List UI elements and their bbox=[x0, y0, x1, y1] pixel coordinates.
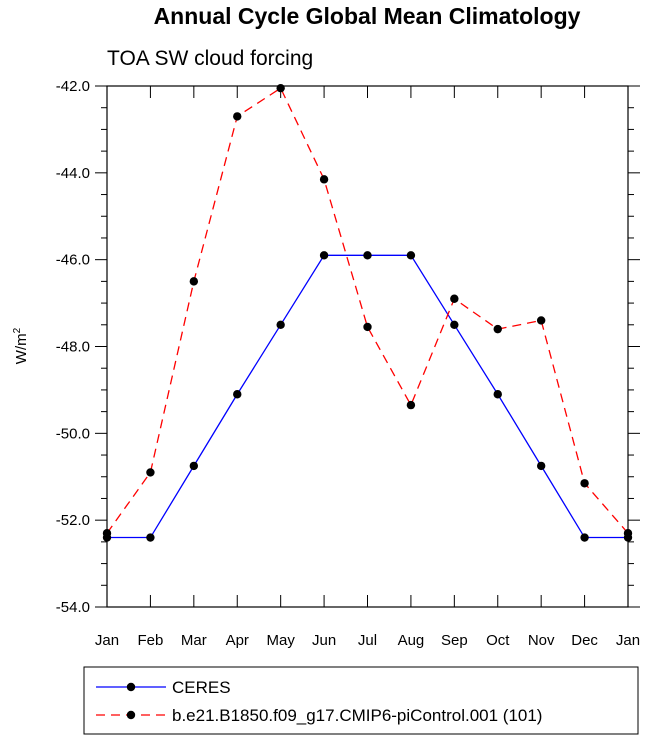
data-point bbox=[450, 320, 459, 329]
data-point bbox=[233, 390, 242, 399]
legend-marker bbox=[126, 682, 136, 692]
data-point bbox=[580, 479, 589, 488]
y-tick-label: -52.0 bbox=[56, 512, 90, 529]
y-tick-label: -48.0 bbox=[56, 339, 90, 356]
x-tick-label: Aug bbox=[398, 632, 425, 649]
data-point bbox=[623, 528, 633, 538]
data-point bbox=[233, 112, 242, 121]
x-tick-label: Jan bbox=[95, 632, 119, 649]
x-tick-label: Nov bbox=[528, 632, 555, 649]
data-point bbox=[189, 277, 199, 286]
data-point bbox=[580, 533, 589, 542]
y-tick-labels: -54.0 -52.0 -50.0 -48.0 -46.0 -44.0 -42.0 bbox=[56, 78, 90, 616]
data-point bbox=[146, 468, 155, 477]
x-tick-label: Feb bbox=[137, 632, 163, 649]
y-tick-label: -42.0 bbox=[56, 78, 90, 95]
data-point bbox=[450, 294, 459, 303]
chart-subtitle: TOA SW cloud forcing bbox=[107, 47, 313, 70]
data-point bbox=[536, 316, 546, 325]
data-point bbox=[189, 461, 199, 471]
x-tick-label: May bbox=[266, 632, 295, 649]
y-tick-label: -54.0 bbox=[56, 599, 90, 616]
y-tick-label: -50.0 bbox=[56, 425, 90, 442]
data-point bbox=[102, 528, 112, 538]
x-tick-label: Apr bbox=[226, 632, 249, 649]
legend-box bbox=[83, 666, 639, 735]
y-tick-label: -46.0 bbox=[56, 252, 90, 269]
legend-label: CERES bbox=[172, 678, 231, 697]
data-point bbox=[536, 461, 546, 471]
data-point bbox=[406, 251, 416, 260]
legend: CERES b.e21.B1850.f09_g17.CMIP6-piControl… bbox=[96, 678, 542, 725]
x-tick-label: Jan bbox=[616, 632, 640, 649]
series-line-1 bbox=[107, 254, 628, 539]
axis-ticks bbox=[95, 85, 640, 608]
data-point bbox=[363, 251, 372, 260]
series-layer bbox=[102, 83, 633, 542]
x-tick-label: Dec bbox=[571, 632, 598, 649]
data-point bbox=[146, 533, 155, 542]
x-tick-label: Jun bbox=[312, 632, 336, 649]
y-tick-label: -44.0 bbox=[56, 165, 90, 182]
data-point bbox=[276, 320, 285, 329]
x-tick-label: Mar bbox=[181, 632, 207, 649]
data-point bbox=[276, 83, 285, 93]
x-tick-label: Jul bbox=[358, 632, 377, 649]
x-tick-label: Oct bbox=[486, 632, 510, 649]
data-point bbox=[363, 322, 372, 332]
legend-marker bbox=[126, 710, 136, 720]
legend-label: b.e21.B1850.f09_g17.CMIP6-piControl.001 … bbox=[172, 706, 542, 725]
data-point bbox=[493, 390, 502, 399]
data-point bbox=[493, 324, 502, 334]
plot-frame bbox=[106, 85, 629, 608]
data-point bbox=[319, 175, 329, 184]
y-axis-label: W/m2 bbox=[12, 327, 30, 364]
series-line-2 bbox=[106, 87, 629, 534]
y-axis-label-unit: W/m bbox=[13, 333, 30, 364]
chart-title: Annual Cycle Global Mean Climatology bbox=[154, 3, 581, 29]
x-tick-labels: Jan Feb Mar Apr May Jun Jul Aug Sep Oct Nov Dec Jan bbox=[95, 632, 640, 649]
data-point bbox=[406, 400, 416, 410]
x-tick-label: Sep bbox=[441, 632, 468, 649]
y-axis-label-exponent: 2 bbox=[12, 327, 23, 333]
data-point bbox=[319, 251, 329, 260]
